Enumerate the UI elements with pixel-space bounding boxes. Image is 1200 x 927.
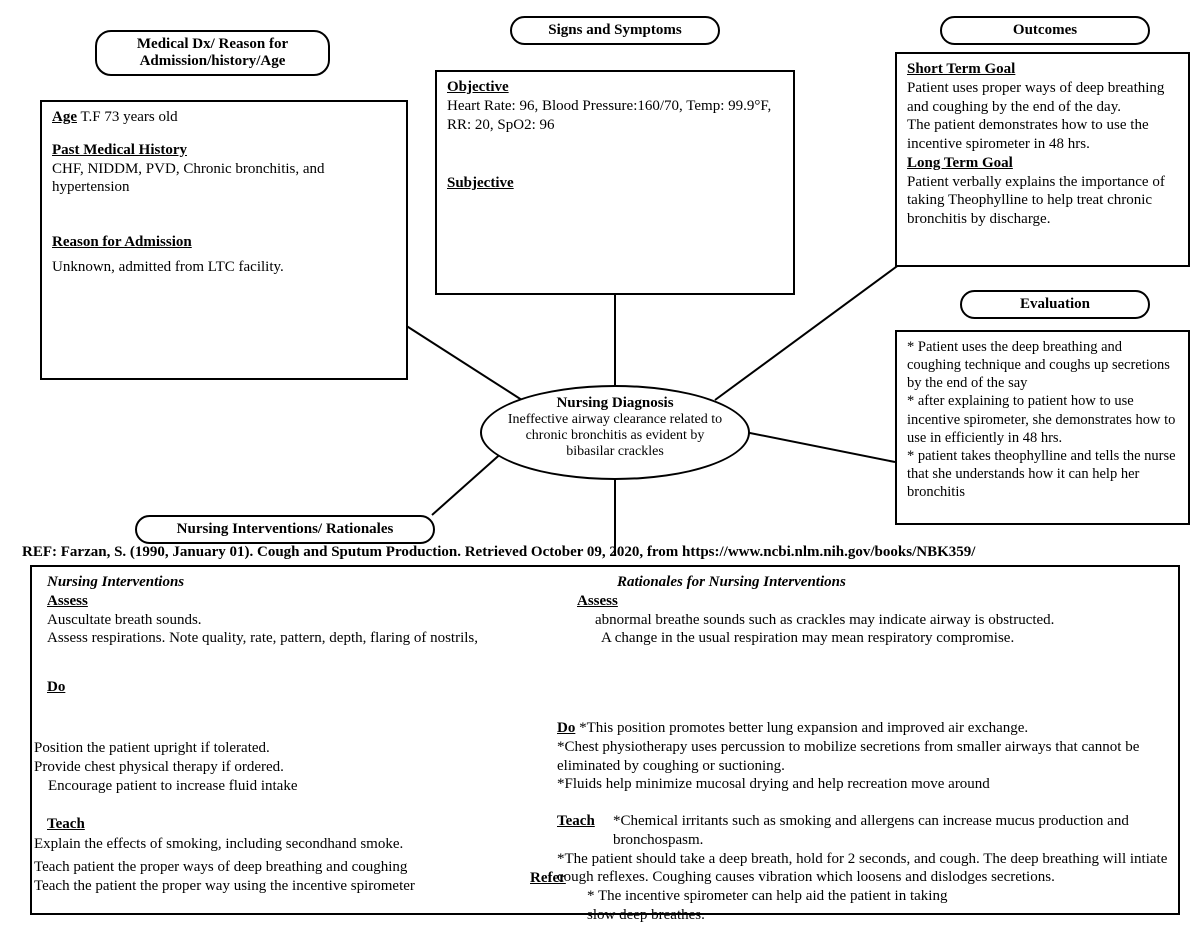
evaluation-box: * Patient uses the deep breathing and co… — [895, 330, 1190, 525]
pill-medical: Medical Dx/ Reason for Admission/history… — [95, 30, 330, 76]
diagnosis-title: Nursing Diagnosis — [502, 395, 728, 412]
assess-label-r: Assess — [577, 593, 618, 609]
eval-3: * patient takes theophylline and tells t… — [907, 447, 1178, 501]
medical-box: Age T.F 73 years old Past Medical Histor… — [40, 100, 408, 380]
refer-label: Refer — [530, 870, 566, 886]
ltg: Patient verbally explains the importance… — [907, 173, 1178, 229]
stg2: The patient demonstrates how to use the … — [907, 116, 1178, 154]
teach-r1: *Chemical irritants such as smoking and … — [613, 812, 1172, 850]
outcomes-box: Short Term Goal Patient uses proper ways… — [895, 52, 1190, 267]
teach-l2: Teach patient the proper ways of deep br… — [34, 858, 564, 877]
teach-r2-a: *The patient should take a deep breath, … — [557, 850, 1172, 888]
teach-l3: Teach the patient the proper way using t… — [34, 877, 564, 896]
do-r2: *Chest physiotherapy uses percussion to … — [557, 738, 1172, 776]
pill-evaluation: Evaluation — [960, 290, 1150, 319]
objective-label: Objective — [447, 79, 509, 95]
care-plan-diagram: Medical Dx/ Reason for Admission/history… — [0, 0, 1200, 927]
roa-label: Reason for Admission — [52, 234, 192, 250]
eval-2: * after explaining to patient how to use… — [907, 392, 1178, 446]
subjective-label: Subjective — [447, 175, 514, 191]
reference-line: REF: Farzan, S. (1990, January 01). Coug… — [22, 544, 1192, 561]
teach-r2: *The patient should take a deep breath, … — [557, 851, 1167, 886]
interventions-box: Nursing Interventions Assess Auscultate … — [30, 565, 1180, 915]
teach-r3: * The incentive spirometer can help aid … — [587, 887, 967, 925]
do-label-l: Do — [47, 679, 65, 695]
do-l3: Encourage patient to increase fluid inta… — [34, 777, 564, 796]
nursing-diagnosis-ellipse: Nursing Diagnosis Ineffective airway cle… — [480, 385, 750, 480]
assess-r2: A change in the usual respiration may me… — [577, 629, 1167, 648]
pill-signs: Signs and Symptoms — [510, 16, 720, 45]
objective-value: Heart Rate: 96, Blood Pressure:160/70, T… — [447, 97, 783, 135]
diagnosis-body: Ineffective airway clearance related to … — [502, 412, 728, 460]
do-r3: *Fluids help minimize mucosal drying and… — [557, 775, 1172, 794]
do-label-r: Do — [557, 720, 575, 736]
do-l1: Position the patient upright if tolerate… — [34, 739, 564, 758]
do-r-pre: *This position promotes better lung expa… — [575, 720, 1028, 736]
assess-l1: Auscultate breath sounds. — [47, 611, 567, 630]
teach-label-l: Teach — [47, 816, 85, 832]
age-value: T.F 73 years old — [77, 109, 178, 125]
assess-label-l: Assess — [47, 593, 88, 609]
age-label: Age — [52, 109, 77, 125]
eval-1: * Patient uses the deep breathing and co… — [907, 338, 1178, 392]
ltg-label: Long Term Goal — [907, 155, 1013, 171]
roa-value: Unknown, admitted from LTC facility. — [52, 258, 396, 277]
do-l2: Provide chest physical therapy if ordere… — [34, 758, 564, 777]
left-col-title: Nursing Interventions — [47, 573, 567, 592]
stg-label: Short Term Goal — [907, 61, 1015, 77]
pmh-label: Past Medical History — [52, 142, 187, 158]
signs-box: Objective Heart Rate: 96, Blood Pressure… — [435, 70, 795, 295]
right-col-title: Rationales for Nursing Interventions — [577, 573, 1167, 592]
teach-l1: Explain the effects of smoking, includin… — [34, 835, 564, 854]
assess-r1: abnormal breathe sounds such as crackles… — [577, 611, 1167, 630]
assess-l2: Assess respirations. Note quality, rate,… — [47, 629, 567, 648]
pmh-value: CHF, NIDDM, PVD, Chronic bronchitis, and… — [52, 160, 396, 198]
pill-interventions: Nursing Interventions/ Rationales — [135, 515, 435, 544]
teach-label-r: Teach — [557, 812, 595, 831]
stg1: Patient uses proper ways of deep breathi… — [907, 79, 1178, 117]
pill-outcomes: Outcomes — [940, 16, 1150, 45]
